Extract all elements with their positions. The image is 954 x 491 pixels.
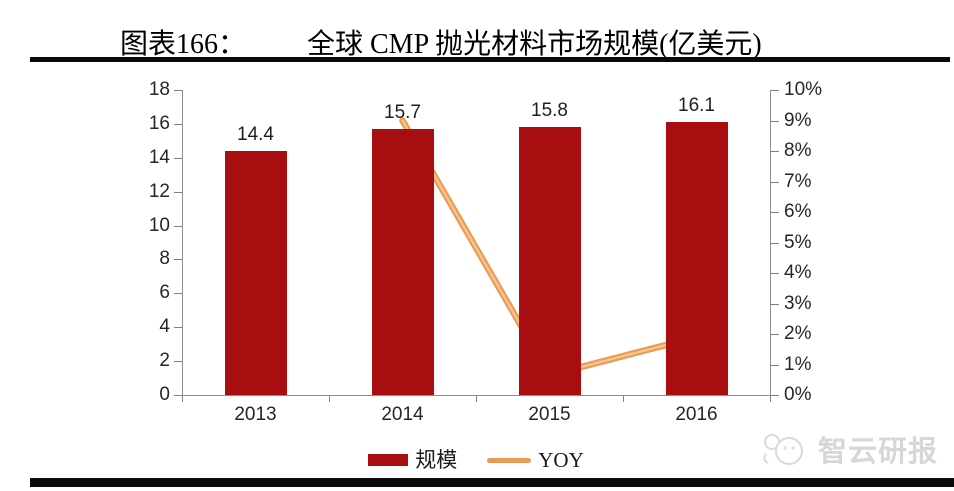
left-axis-tick xyxy=(174,259,182,261)
legend: 规模 YOY xyxy=(182,447,770,473)
cloud-logo-icon xyxy=(763,434,803,465)
left-axis-tick-label: 8 xyxy=(159,248,170,270)
x-category-label: 2013 xyxy=(234,404,277,425)
watermark: 智云研报 xyxy=(760,428,938,470)
x-axis-tick xyxy=(770,396,771,402)
x-category-label: 2016 xyxy=(675,404,718,425)
left-axis-tick-label: 16 xyxy=(148,112,170,134)
right-axis-tick xyxy=(771,364,779,366)
title-rule xyxy=(30,57,950,62)
right-axis-tick-label: 8% xyxy=(784,140,812,161)
left-axis-tick-label: 6 xyxy=(159,282,170,304)
bottom-rule xyxy=(30,478,954,487)
right-axis-tick-label: 9% xyxy=(784,109,812,131)
left-axis-tick-label: 10 xyxy=(148,214,170,236)
x-axis-tick xyxy=(623,396,624,402)
x-axis-tick xyxy=(182,396,183,402)
watermark-text: 智云研报 xyxy=(818,436,939,468)
legend-item-yoy: YOY xyxy=(487,448,584,472)
legend-label-yoy: YOY xyxy=(538,448,584,472)
left-axis-tick xyxy=(174,90,182,91)
legend-bar-swatch-icon xyxy=(368,454,409,466)
right-axis-tick xyxy=(771,120,779,122)
legend-item-scale: 规模 xyxy=(368,448,457,472)
left-axis-tick-label: 18 xyxy=(148,79,170,100)
bar xyxy=(224,151,287,395)
right-axis-tick-label: 6% xyxy=(784,201,812,222)
left-axis-tick xyxy=(174,395,182,396)
right-axis-tick xyxy=(771,151,779,152)
x-axis-tick xyxy=(476,396,477,402)
x-axis-tick xyxy=(329,396,330,402)
x-category-label: 2014 xyxy=(381,404,424,425)
right-axis-tick xyxy=(771,242,779,244)
legend-label-scale: 规模 xyxy=(415,448,458,472)
left-axis-line xyxy=(182,90,183,395)
figure-label: 图表166： xyxy=(120,29,247,60)
right-axis-tick xyxy=(771,303,779,305)
right-axis-tick xyxy=(771,395,779,396)
left-axis-tick xyxy=(174,293,182,295)
right-axis-tick xyxy=(771,334,779,335)
left-axis-tick-label: 4 xyxy=(159,316,170,338)
x-category-label: 2015 xyxy=(528,404,571,425)
right-axis-tick-label: 10% xyxy=(784,79,823,100)
right-axis-tick xyxy=(771,90,779,91)
right-axis-line xyxy=(770,90,771,395)
left-axis-tick xyxy=(174,327,182,329)
right-axis-tick-label: 3% xyxy=(784,292,812,314)
left-axis-tick-label: 14 xyxy=(148,146,170,168)
right-axis-tick xyxy=(771,273,779,274)
bar-value-label: 15.8 xyxy=(531,100,568,122)
bar xyxy=(665,122,728,395)
right-axis-tick-label: 0% xyxy=(784,384,812,405)
bar-value-label: 16.1 xyxy=(678,95,715,117)
bar-value-label: 14.4 xyxy=(237,124,274,145)
left-axis-tick xyxy=(174,157,182,159)
left-axis-tick xyxy=(174,361,182,363)
left-axis-tick-label: 12 xyxy=(148,180,170,202)
right-axis-tick xyxy=(771,212,779,213)
bar-value-label: 15.7 xyxy=(384,101,421,123)
right-axis-tick-label: 7% xyxy=(784,170,812,192)
x-axis-line xyxy=(182,395,771,396)
left-axis-tick-label: 0 xyxy=(159,384,170,405)
chart-title: 全球 CMP 抛光材料市场规模(亿美元) xyxy=(307,29,762,60)
bar xyxy=(518,127,581,395)
left-axis-tick xyxy=(174,225,182,227)
right-axis-tick-label: 5% xyxy=(784,231,812,253)
right-axis-tick-label: 4% xyxy=(784,262,812,283)
right-axis-tick-label: 1% xyxy=(784,353,812,375)
right-axis-tick xyxy=(771,181,779,183)
left-axis-tick xyxy=(174,191,182,193)
left-axis-tick-label: 2 xyxy=(159,350,170,372)
left-axis-tick xyxy=(174,123,182,125)
bar xyxy=(371,128,434,395)
right-axis-tick-label: 2% xyxy=(784,323,812,344)
legend-line-swatch-icon xyxy=(487,457,532,463)
